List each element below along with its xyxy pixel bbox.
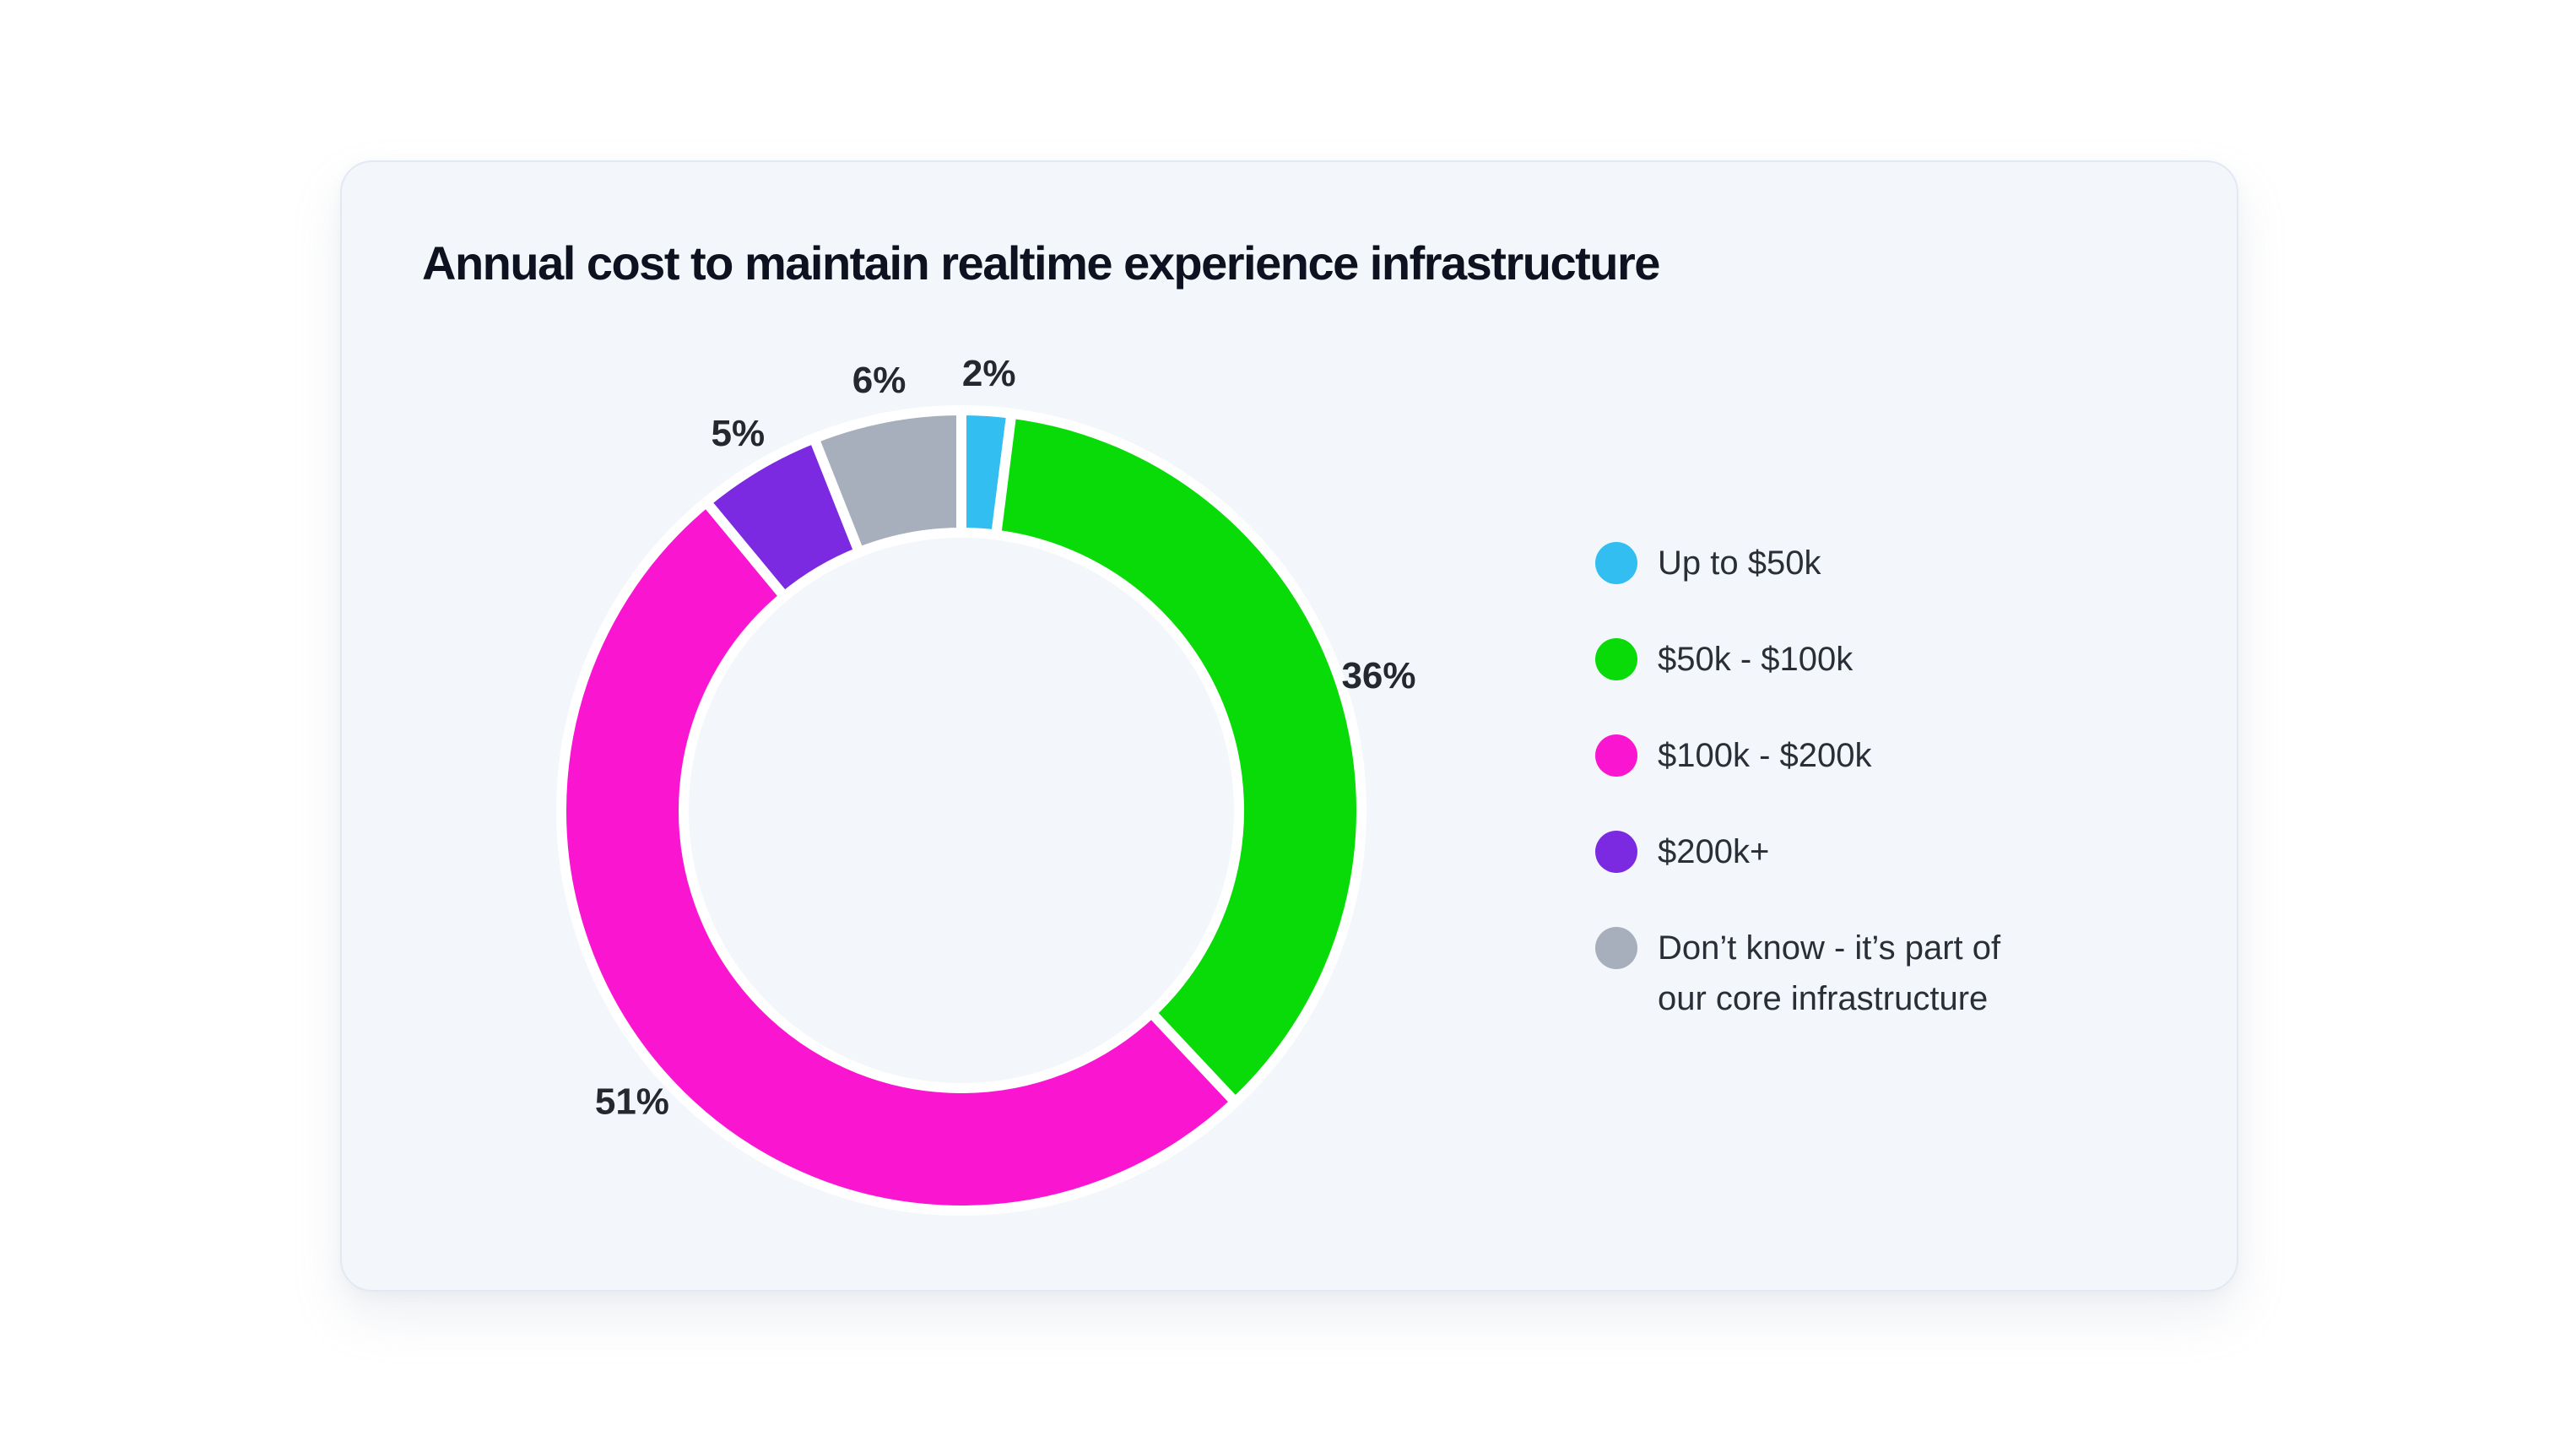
segment-percent-label-1: 2% — [962, 353, 1016, 394]
donut-segment-5 — [807, 404, 966, 559]
legend-item-label: $50k - $100k — [1658, 641, 1854, 678]
segment-percent-label-3: 51% — [595, 1081, 669, 1123]
legend-item-3: $100k - $200k — [1595, 730, 2000, 781]
legend-item-label: Don’t know - it’s part of our core infras… — [1658, 929, 2001, 1017]
legend-swatch-icon — [1595, 831, 1637, 873]
legend-item-1: Up to $50k — [1595, 538, 2000, 588]
legend-swatch-icon — [1595, 734, 1637, 777]
segment-percent-label-4: 5% — [712, 413, 766, 454]
legend-swatch-icon — [1595, 638, 1637, 680]
chart-card: Annual cost to maintain realtime experie… — [340, 160, 2238, 1292]
donut-chart: 2% 36% 51% 5% 6% — [472, 321, 1451, 1300]
donut-segment-3 — [556, 495, 1242, 1216]
legend-item-label: $200k+ — [1658, 833, 1770, 870]
legend-swatch-icon — [1595, 542, 1637, 584]
donut-svg: 2% 36% 51% 5% 6% — [556, 353, 1416, 1216]
legend-item-2: $50k - $100k — [1595, 634, 2000, 685]
legend: Up to $50k $50k - $100k $100k - $200k $200k… — [1595, 538, 2000, 1070]
legend-item-5: Don’t know - it’s part of our core infras… — [1595, 923, 2000, 1024]
legend-swatch-icon — [1595, 927, 1637, 969]
chart-title: Annual cost to maintain realtime experie… — [422, 236, 1660, 290]
segment-percent-label-2: 36% — [1341, 655, 1415, 696]
legend-item-label: $100k - $200k — [1658, 737, 1872, 774]
segment-percent-label-5: 6% — [852, 360, 906, 401]
donut-segment-2 — [990, 408, 1366, 1110]
legend-item-label: Up to $50k — [1658, 544, 1821, 582]
legend-item-4: $200k+ — [1595, 826, 2000, 877]
